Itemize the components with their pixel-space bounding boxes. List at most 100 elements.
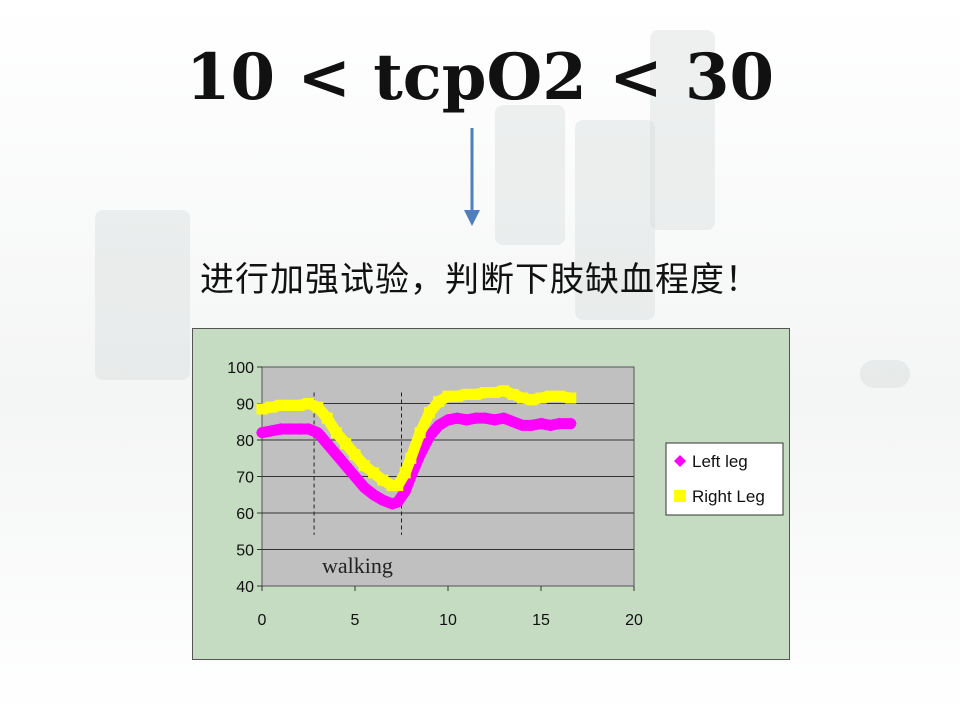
series-group	[256, 385, 577, 510]
background-pill	[860, 360, 910, 388]
data-point	[321, 412, 333, 424]
data-point	[564, 417, 577, 430]
y-tick-label: 70	[236, 470, 254, 487]
data-point	[544, 390, 556, 402]
data-point	[340, 438, 352, 450]
data-point	[525, 419, 538, 432]
x-tick-label: 0	[258, 612, 267, 629]
legend-right-leg-swatch	[674, 490, 686, 502]
slide-title: 10 < tcpO2 < 30	[185, 40, 775, 115]
data-point	[391, 496, 404, 509]
tcpo2-chart: 40 50 60 70 80 90 100 0 5 10 15 20 walking Left le…	[192, 328, 790, 660]
data-point	[470, 388, 482, 400]
data-point	[368, 467, 380, 479]
data-point	[376, 494, 389, 507]
background-vial-left	[95, 210, 190, 380]
y-tick-label: 40	[236, 579, 254, 596]
data-point	[460, 413, 473, 426]
data-point	[432, 419, 445, 432]
data-point	[404, 470, 417, 483]
data-point	[330, 448, 343, 461]
data-point	[451, 412, 464, 425]
data-point	[498, 385, 510, 397]
data-point	[349, 449, 361, 461]
x-tick-label: 20	[625, 612, 643, 629]
data-point	[311, 426, 324, 439]
legend-left-leg-label: Left leg	[692, 452, 748, 471]
y-tick-label: 60	[236, 506, 254, 523]
y-tick-label: 100	[227, 360, 254, 377]
data-point	[405, 452, 417, 464]
data-point	[284, 399, 296, 411]
data-point	[565, 392, 577, 404]
data-point	[516, 392, 528, 404]
data-point	[451, 390, 463, 402]
data-point	[339, 459, 352, 472]
legend-box	[665, 442, 784, 516]
data-point	[423, 430, 436, 443]
data-point	[293, 423, 306, 436]
chart-svg: 40 50 60 70 80 90 100 0 5 10 15 20 walking Left le…	[192, 328, 790, 660]
data-point	[507, 415, 520, 428]
data-point	[358, 460, 370, 472]
data-point	[256, 426, 268, 439]
data-point	[461, 388, 473, 400]
data-point	[442, 413, 454, 426]
down-arrow-icon	[464, 128, 480, 226]
data-point	[293, 399, 305, 411]
y-axis-ticks: 40 50 60 70 80 90 100	[227, 360, 262, 596]
data-point	[349, 470, 361, 483]
x-tick-label: 10	[439, 612, 457, 629]
y-tick-label: 80	[236, 433, 254, 450]
data-point	[275, 399, 287, 411]
data-point	[399, 467, 411, 479]
legend-right-leg-label: Right Leg	[692, 487, 765, 506]
y-tick-label: 90	[236, 397, 254, 414]
data-point	[516, 419, 529, 432]
data-point	[377, 474, 389, 486]
x-tick-label: 5	[351, 612, 360, 629]
legend: Left leg Right Leg	[665, 442, 784, 516]
background-vial-far-right	[650, 30, 715, 230]
background-vial-center	[495, 105, 565, 245]
data-point	[265, 401, 277, 413]
data-point	[535, 417, 547, 430]
data-point	[386, 497, 399, 510]
data-point	[367, 488, 380, 501]
y-tick-label: 50	[236, 543, 254, 560]
data-point	[303, 398, 314, 409]
data-point	[312, 401, 324, 413]
walking-markers	[313, 392, 402, 535]
data-point	[414, 427, 426, 439]
data-point	[386, 480, 398, 492]
walking-annotation: walking	[322, 553, 393, 578]
data-point	[256, 403, 268, 415]
background-vial-right	[575, 120, 655, 320]
data-point	[442, 390, 454, 402]
data-point	[330, 427, 342, 439]
data-point	[554, 390, 566, 402]
x-axis-ticks: 0 5 10 15 20	[258, 586, 643, 629]
data-point	[488, 413, 501, 426]
data-point	[392, 480, 404, 492]
data-point	[265, 424, 278, 437]
x-tick-label: 15	[532, 612, 550, 629]
data-point	[553, 417, 566, 430]
data-point	[302, 423, 315, 436]
data-point	[423, 407, 435, 419]
data-point	[469, 412, 482, 425]
data-point	[358, 481, 371, 494]
data-point	[507, 388, 519, 400]
data-point	[535, 392, 547, 404]
data-point	[433, 396, 445, 408]
data-point	[479, 412, 492, 425]
data-point	[479, 387, 491, 399]
data-point	[526, 394, 538, 406]
data-point	[544, 419, 557, 432]
data-point	[497, 412, 510, 425]
data-point	[274, 423, 287, 436]
data-point	[283, 423, 296, 436]
data-point	[489, 387, 500, 399]
slide-subtitle: 进行加强试验，判断下肢缺血程度！	[200, 260, 760, 300]
legend-left-leg-swatch	[674, 455, 686, 467]
